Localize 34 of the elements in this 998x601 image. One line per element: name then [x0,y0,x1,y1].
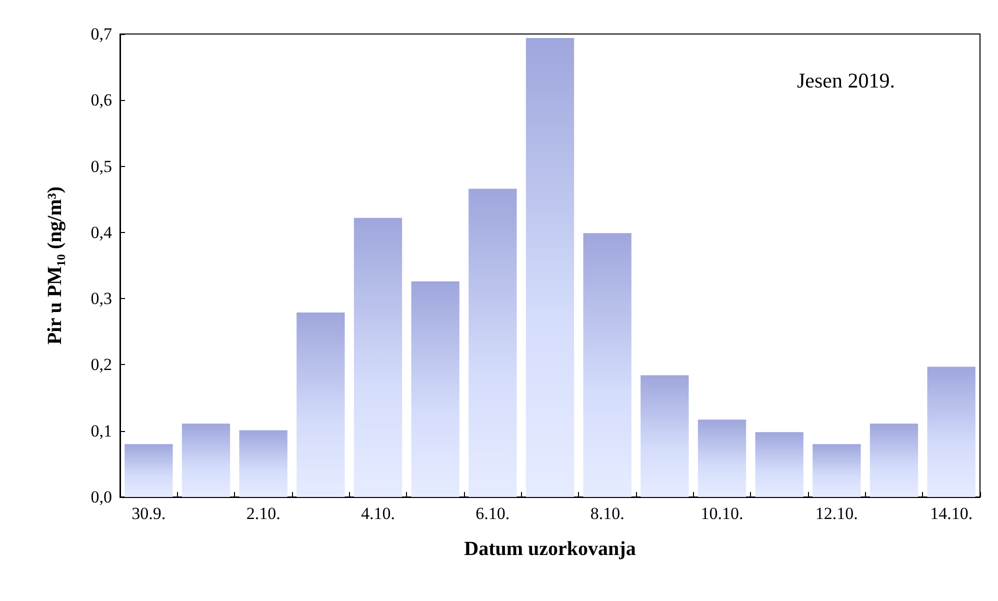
bar [411,281,460,497]
annotation: Jesen 2019. [797,68,896,92]
bar [239,430,288,497]
x-tick-label: 2.10. [246,504,280,523]
x-tick-label: 4.10. [361,504,395,523]
x-axis-title: Datum uzorkovanja [464,538,636,560]
x-tick-label: 8.10. [590,504,624,523]
bar [583,233,632,497]
x-tick-label: 12.10. [815,504,858,523]
y-tick-label: 0,0 [90,488,112,506]
y-tick-label: 0,1 [90,421,112,440]
bar [698,420,746,497]
y-tick-label: 0,2 [90,355,112,374]
bar [526,38,574,497]
x-tick-label: 6.10. [476,504,510,523]
y-tick-label: 0,4 [90,222,112,242]
bar [354,218,402,497]
y-tick-label: 0,5 [90,156,112,176]
bar [870,424,918,497]
bar [296,312,345,497]
x-tick-label: 30.9. [132,504,166,523]
y-tick-label: 0,3 [90,289,112,308]
bar [640,375,689,497]
bar [182,424,230,497]
bar [927,366,976,497]
bar [468,188,517,497]
bar [755,432,804,497]
x-tick-label: 14.10. [930,504,973,523]
bar [812,444,861,497]
y-axis-title: Pir u PM₁₀ (ng/m³) [44,186,66,345]
y-tick-label: 0,6 [90,90,112,110]
bar [124,444,173,497]
y-tick-label: 0,7 [90,24,112,44]
x-tick-label: 10.10. [700,504,744,523]
